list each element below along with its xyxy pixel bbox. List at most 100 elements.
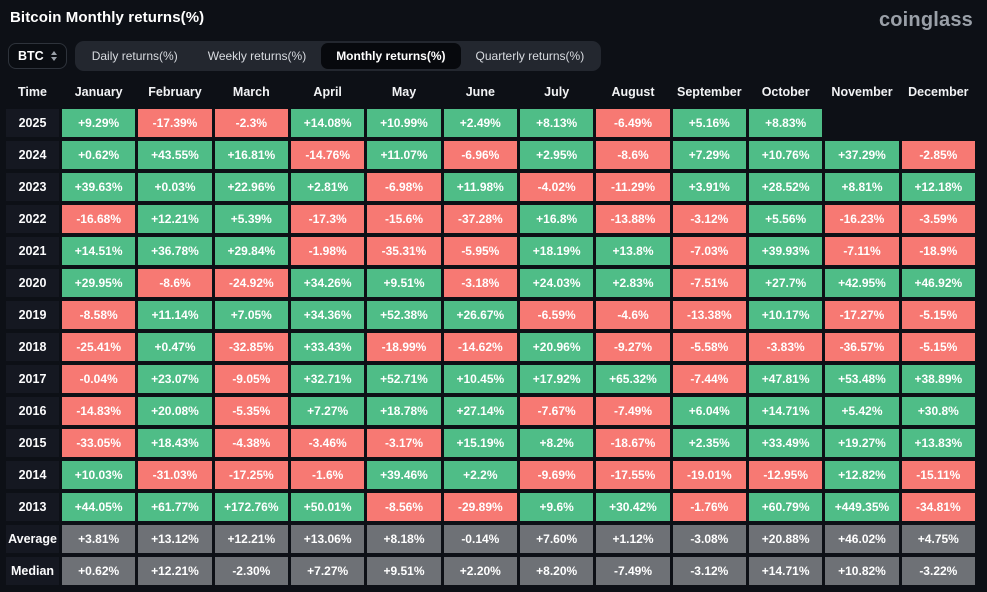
return-cell: -4.38% [214,429,288,457]
row-label: 2013 [6,493,59,521]
return-cell: +42.95% [825,269,899,297]
return-cell: +37.29% [825,141,899,169]
return-cell: +20.08% [138,397,212,425]
return-cell: -17.55% [596,461,670,489]
return-cell: -1.6% [291,461,365,489]
return-cell: +8.2% [520,429,594,457]
table-row-2013: 2013 +44.05% +61.77% +172.76% +50.01% -8.56% -… [6,493,975,521]
tab-daily-returns[interactable]: Daily returns(%) [91,49,178,63]
return-cell: -35.31% [367,237,441,265]
row-label: 2015 [6,429,59,457]
table-row-2016: 2016 -14.83% +20.08% -5.35% +7.27% +18.78% +27… [6,397,975,425]
return-cell: +3.91% [672,173,746,201]
return-cell: +50.01% [291,493,365,521]
table-row-2023: 2023 +39.63% +0.03% +22.96% +2.81% -6.98% +11.… [6,173,975,201]
return-cell: -3.17% [367,429,441,457]
return-cell: -16.23% [825,205,899,233]
return-cell: +33.43% [291,333,365,361]
return-cell: +16.8% [520,205,594,233]
return-cell: +2.35% [672,429,746,457]
return-cell: -25.41% [62,333,136,361]
return-cell: -19.01% [672,461,746,489]
return-cell: +60.79% [749,493,823,521]
return-cell: +5.56% [749,205,823,233]
symbol-select[interactable]: BTC [8,43,67,69]
return-cell: -7.49% [596,557,670,585]
return-cell: +34.26% [291,269,365,297]
return-cell: +23.07% [138,365,212,393]
return-cell: +12.82% [825,461,899,489]
column-header-month: June [465,84,495,99]
return-cell: +14.08% [291,109,365,137]
return-cell: -3.12% [672,205,746,233]
return-cell: +46.92% [901,269,975,297]
return-cell: -15.11% [901,461,975,489]
return-cell: -7.44% [672,365,746,393]
return-cell: -12.95% [749,461,823,489]
return-cell: +7.29% [672,141,746,169]
return-cell: -8.6% [138,269,212,297]
return-cell: +2.83% [596,269,670,297]
return-cell: -6.98% [367,173,441,201]
return-cell: -2.3% [214,109,288,137]
return-cell: +27.14% [443,397,517,425]
return-cell: -17.27% [825,301,899,329]
return-cell: +7.60% [520,525,594,553]
column-header-month: August [611,84,655,99]
return-cell: +7.27% [291,397,365,425]
return-cell: +29.84% [214,237,288,265]
return-cell: +13.8% [596,237,670,265]
return-cell: +11.98% [443,173,517,201]
return-cell: -16.68% [62,205,136,233]
return-cell: -37.28% [443,205,517,233]
return-cell: +10.03% [62,461,136,489]
return-cell: +15.19% [443,429,517,457]
return-cell: +8.20% [520,557,594,585]
return-cell: +5.42% [825,397,899,425]
return-cell: +8.81% [825,173,899,201]
return-cell: -18.9% [901,237,975,265]
return-cell: -3.59% [901,205,975,233]
table-header-row: Time January February March April May June July… [6,79,975,104]
return-cell: +39.93% [749,237,823,265]
return-cell: +5.39% [214,205,288,233]
return-cell: +0.62% [62,557,136,585]
return-cell: -5.15% [901,333,975,361]
tab-quarterly-returns[interactable]: Quarterly returns(%) [475,49,585,63]
coinglass-logo[interactable]: coinglass [878,9,973,31]
row-label: 2017 [6,365,59,393]
return-cell: +22.96% [214,173,288,201]
column-header-month: January [74,84,123,99]
tab-weekly-returns[interactable]: Weekly returns(%) [207,49,307,63]
return-cell: -4.02% [520,173,594,201]
column-header-month: July [544,84,570,99]
column-header-month: March [232,84,270,99]
return-cell: +9.6% [520,493,594,521]
controls-bar: BTC Daily returns(%) Weekly returns(%) M… [0,32,987,71]
return-cell: -17.25% [214,461,288,489]
symbol-select-value: BTC [18,49,44,63]
return-cell: +7.05% [214,301,288,329]
table-row-2019: 2019 -8.58% +11.14% +7.05% +34.36% +52.38% +26… [6,301,975,329]
return-cell: -7.11% [825,237,899,265]
return-cell: -8.56% [367,493,441,521]
return-cell: +4.75% [901,525,975,553]
return-cell: +1.12% [596,525,670,553]
return-cell: -7.51% [672,269,746,297]
return-cell: +13.06% [291,525,365,553]
return-cell: +8.13% [520,109,594,137]
return-cell: +30.8% [901,397,975,425]
return-cell: -5.95% [443,237,517,265]
return-cell: +38.89% [901,365,975,393]
return-cell: +11.14% [138,301,212,329]
tab-monthly-returns[interactable]: Monthly returns(%) [321,43,461,69]
return-cell: +12.21% [138,557,212,585]
return-cell: +2.20% [443,557,517,585]
return-cell: +44.05% [62,493,136,521]
return-cell: -3.12% [672,557,746,585]
return-cell: -4.6% [596,301,670,329]
return-cell: +10.99% [367,109,441,137]
page-title: Bitcoin Monthly returns(%) [10,9,205,26]
return-cell: +10.17% [749,301,823,329]
